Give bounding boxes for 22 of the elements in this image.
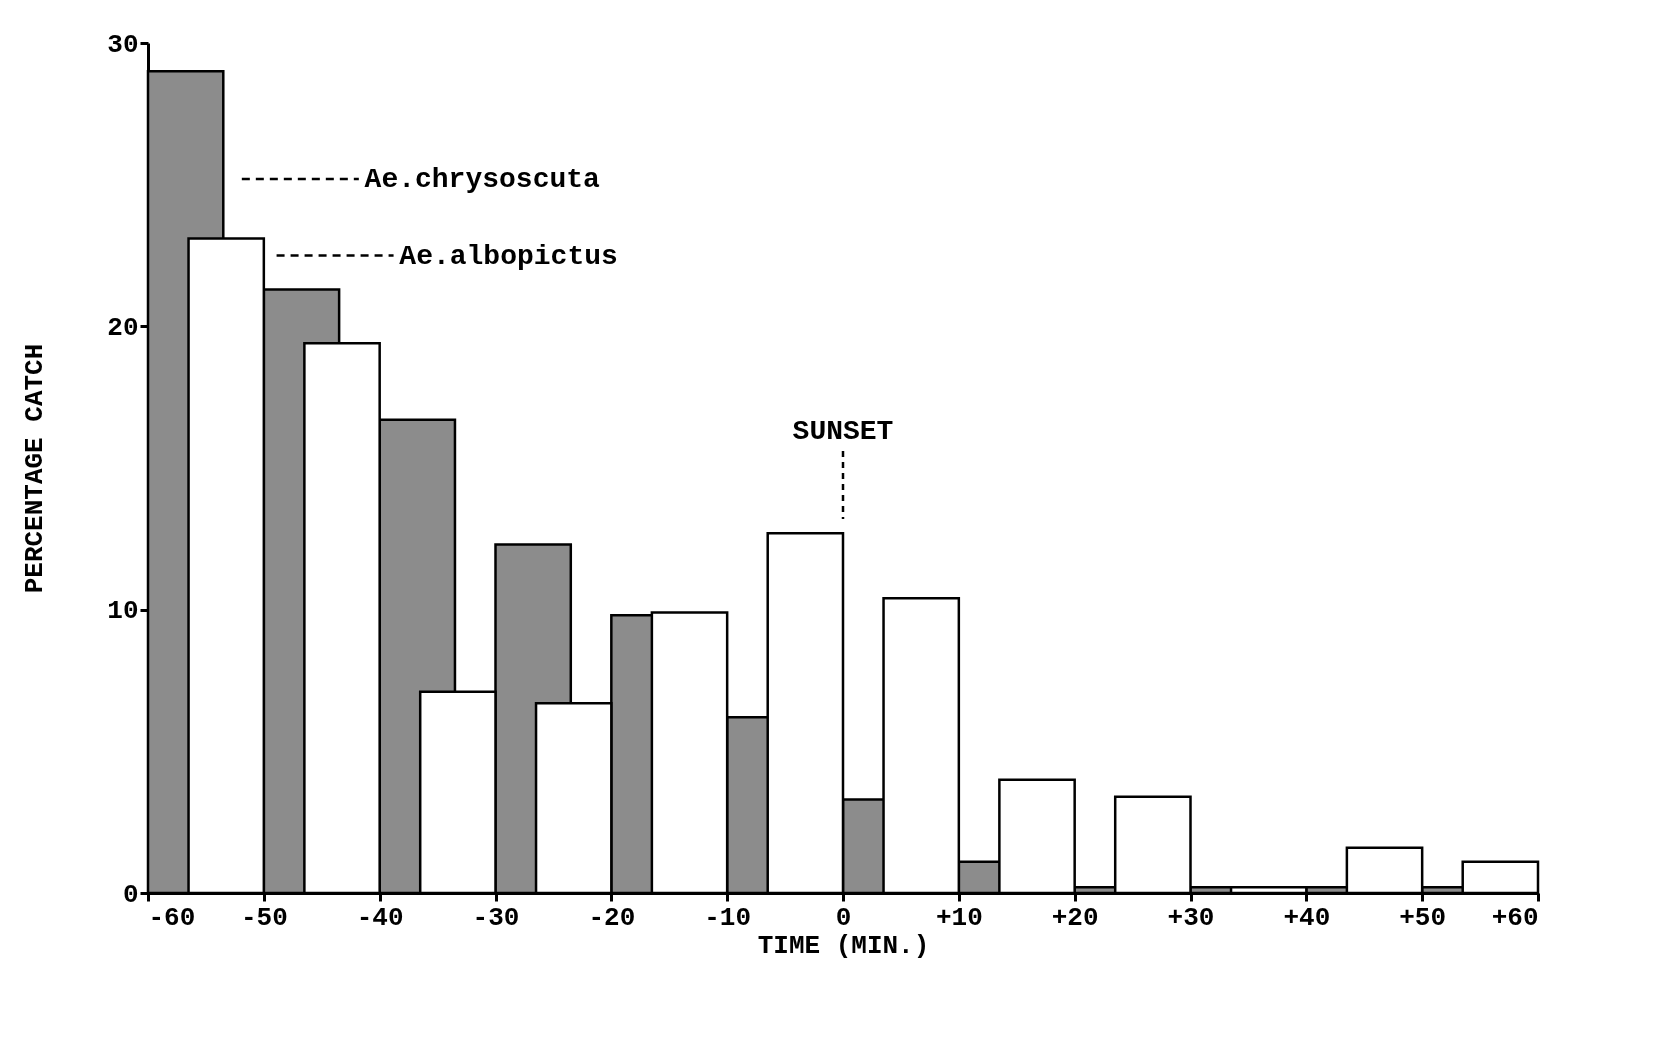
- x-tick-label: +50: [1399, 902, 1447, 933]
- y-tick-label: 10: [107, 596, 139, 627]
- legend-label: Ae.albopictus: [399, 240, 618, 272]
- x-tick-label: 0: [835, 902, 852, 933]
- x-tick-label: +20: [1051, 902, 1099, 933]
- x-tick-label: -50: [240, 902, 288, 933]
- x-tick-label: +10: [935, 902, 983, 933]
- y-tick-label: 0: [122, 879, 139, 910]
- x-tick-label: +30: [1167, 902, 1215, 933]
- y-axis-title: PERCENTAGE CATCH: [20, 343, 51, 594]
- x-axis-title: TIME (MIN.): [757, 930, 930, 961]
- x-tick-label: -10: [704, 902, 752, 933]
- x-tick-label: -60: [148, 902, 196, 933]
- x-tick-label: -40: [356, 902, 404, 933]
- x-tick-label: -30: [472, 902, 520, 933]
- y-tick-label: 30: [107, 29, 139, 60]
- x-tick-label: +60: [1491, 902, 1539, 933]
- legend-label: Ae.chrysoscuta: [364, 164, 601, 195]
- x-tick-label: +40: [1283, 902, 1331, 933]
- y-tick-label: 20: [107, 312, 139, 343]
- x-tick-label: -20: [588, 902, 636, 933]
- ref-line-label: SUNSET: [792, 416, 894, 447]
